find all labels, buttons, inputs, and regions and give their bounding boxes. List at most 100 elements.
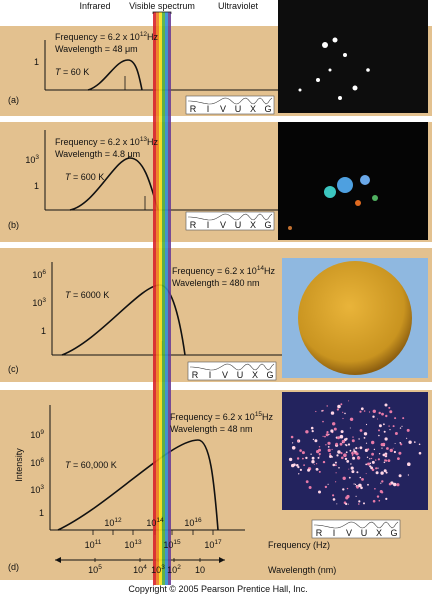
star [385, 454, 387, 456]
star [351, 439, 355, 443]
spectrum-letter: G [264, 104, 271, 114]
sun [298, 261, 412, 375]
star [352, 436, 354, 438]
frequency-text-part: Hz [147, 137, 158, 147]
star [348, 468, 350, 470]
star [318, 452, 321, 456]
star [328, 433, 330, 435]
star [321, 410, 323, 412]
spectrum-icon [185, 95, 275, 115]
panel-label: (a) [8, 95, 19, 105]
y-tick-label-part: 6 [42, 269, 46, 276]
star [393, 450, 396, 454]
star [308, 486, 312, 489]
star [324, 435, 326, 438]
star [355, 447, 358, 450]
star [299, 449, 302, 452]
star [335, 472, 337, 474]
star [367, 462, 370, 466]
star [318, 448, 321, 452]
visible-band [162, 12, 165, 585]
star [342, 417, 344, 420]
star [358, 503, 360, 505]
star [324, 485, 328, 489]
frequency-tick-label: 1013 [124, 539, 142, 550]
star [337, 436, 340, 440]
header-label: Visible spectrum [129, 1, 195, 11]
star [292, 442, 294, 444]
frequency-text: Frequency = 6.2 x 1015Hz [170, 411, 274, 422]
star [351, 470, 355, 474]
arrow [219, 557, 225, 563]
frequency-text-part: Hz [264, 266, 275, 276]
star [347, 443, 351, 446]
frequency-text: Frequency = 6.2 x 1012Hz [55, 31, 159, 42]
spectrum-letter: G [266, 370, 273, 380]
star [358, 483, 362, 488]
y-tick-label: 1 [39, 508, 44, 518]
star [382, 453, 386, 457]
spectrum-letter: V [220, 104, 226, 114]
nebula [324, 186, 336, 198]
frequency-tick-label-part: 10 [204, 540, 214, 550]
star [381, 447, 383, 449]
spectrum-letter: G [390, 528, 397, 538]
star [354, 483, 357, 485]
star [398, 474, 402, 478]
spectrum-wave [188, 97, 273, 105]
spectrum-letter: I [333, 528, 336, 538]
star [396, 483, 400, 487]
frequency-axis-title: Frequency (Hz) [268, 540, 330, 550]
star [319, 455, 321, 457]
star [344, 457, 348, 461]
wavelength-tick-label: 102 [167, 564, 181, 575]
star [382, 442, 386, 446]
star [383, 430, 386, 433]
star [312, 438, 315, 441]
star [315, 410, 317, 413]
star [330, 411, 335, 415]
star [340, 430, 344, 434]
star [351, 451, 354, 453]
star [310, 426, 314, 430]
star [359, 429, 363, 432]
spectrum-wave [188, 213, 273, 221]
star [338, 96, 342, 100]
frequency-tick-label-part: 13 [134, 539, 142, 546]
frequency-text-part: Frequency = 6.2 x 10 [172, 266, 257, 276]
star [299, 468, 302, 471]
star [372, 499, 376, 503]
star [298, 88, 302, 92]
star [337, 404, 341, 409]
frequency-tick-label-part: 10 [163, 540, 173, 550]
star [332, 494, 335, 497]
star [316, 78, 320, 82]
temperature-text: = 600 K [71, 172, 105, 182]
frequency-text-part: 14 [257, 265, 265, 272]
star [353, 483, 355, 485]
star [376, 495, 380, 498]
spectrum-letter: U [361, 528, 368, 538]
star [386, 447, 389, 450]
wavelength-tick-label-part: 10 [133, 565, 143, 575]
star [371, 468, 375, 472]
frequency-text-part: 13 [140, 136, 148, 143]
star [353, 450, 356, 453]
wavelength-tick-label: 103 [151, 564, 165, 575]
star [384, 459, 387, 462]
star [356, 451, 358, 453]
star [359, 410, 362, 413]
spectrum-letter: X [376, 528, 382, 538]
star [318, 490, 321, 494]
star [380, 482, 382, 484]
star [322, 42, 328, 48]
star [384, 452, 388, 456]
spectrum-letter: U [235, 104, 242, 114]
spectrum-icon [311, 519, 401, 539]
y-tick-label: 1 [34, 57, 39, 67]
star [375, 467, 378, 470]
star [293, 463, 296, 467]
y-tick-label: 103 [30, 484, 44, 495]
